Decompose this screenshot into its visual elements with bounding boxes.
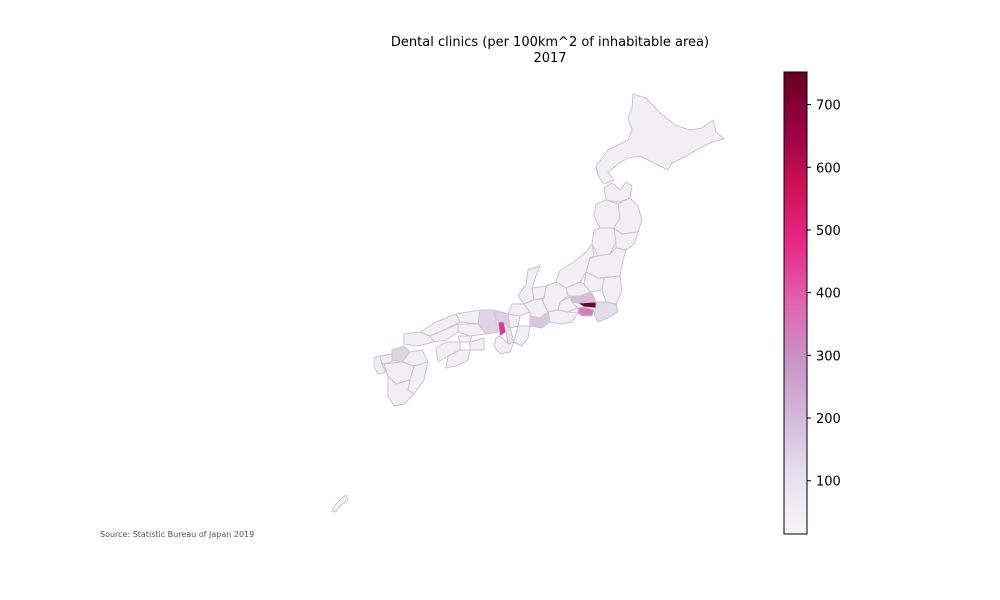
colorbar-tick-label: 200 <box>816 412 841 427</box>
map-title: Dental clinics (per 100km^2 of inhabitab… <box>390 35 710 50</box>
prefecture-kochi <box>445 349 471 369</box>
prefecture-tokyo <box>577 301 597 309</box>
colorbar-tick-label: 700 <box>816 99 841 114</box>
prefecture-yamagata <box>591 227 617 257</box>
colorbar-tick-label: 600 <box>816 161 841 176</box>
prefecture-hokkaido <box>595 93 725 185</box>
prefecture-okinawa <box>331 494 349 513</box>
colorbar: 100 200 300 400 500 600 700 <box>783 71 841 535</box>
prefecture-ibaraki <box>601 275 623 305</box>
prefecture-shizuoka <box>547 309 579 325</box>
prefecture-mie <box>513 325 531 347</box>
prefecture-chiba <box>593 301 619 323</box>
prefecture-aomori <box>603 181 633 203</box>
prefecture-kanagawa <box>577 306 595 317</box>
prefecture-kagoshima <box>387 375 415 407</box>
colorbar-scale <box>783 71 808 535</box>
prefecture-nagasaki <box>373 355 387 375</box>
prefecture-fukui <box>507 303 531 317</box>
map-subtitle-year: 2017 <box>533 51 567 66</box>
prefecture-tokushima <box>469 337 485 351</box>
prefecture-yamaguchi <box>403 331 435 347</box>
prefecture-miyagi <box>613 227 639 251</box>
colorbar-tick-label: 400 <box>816 287 841 302</box>
source-note: Source: Statistic Bureau of Japan 2019 <box>100 530 255 539</box>
colorbar-ticks: 100 200 300 400 500 600 700 <box>807 99 841 490</box>
colorbar-tick-label: 300 <box>816 349 841 364</box>
prefecture-kagawa <box>457 335 473 343</box>
japan-map <box>331 93 725 513</box>
prefecture-wakayama <box>493 335 515 355</box>
colorbar-tick-label: 100 <box>816 475 841 490</box>
colorbar-tick-label: 500 <box>816 224 841 239</box>
